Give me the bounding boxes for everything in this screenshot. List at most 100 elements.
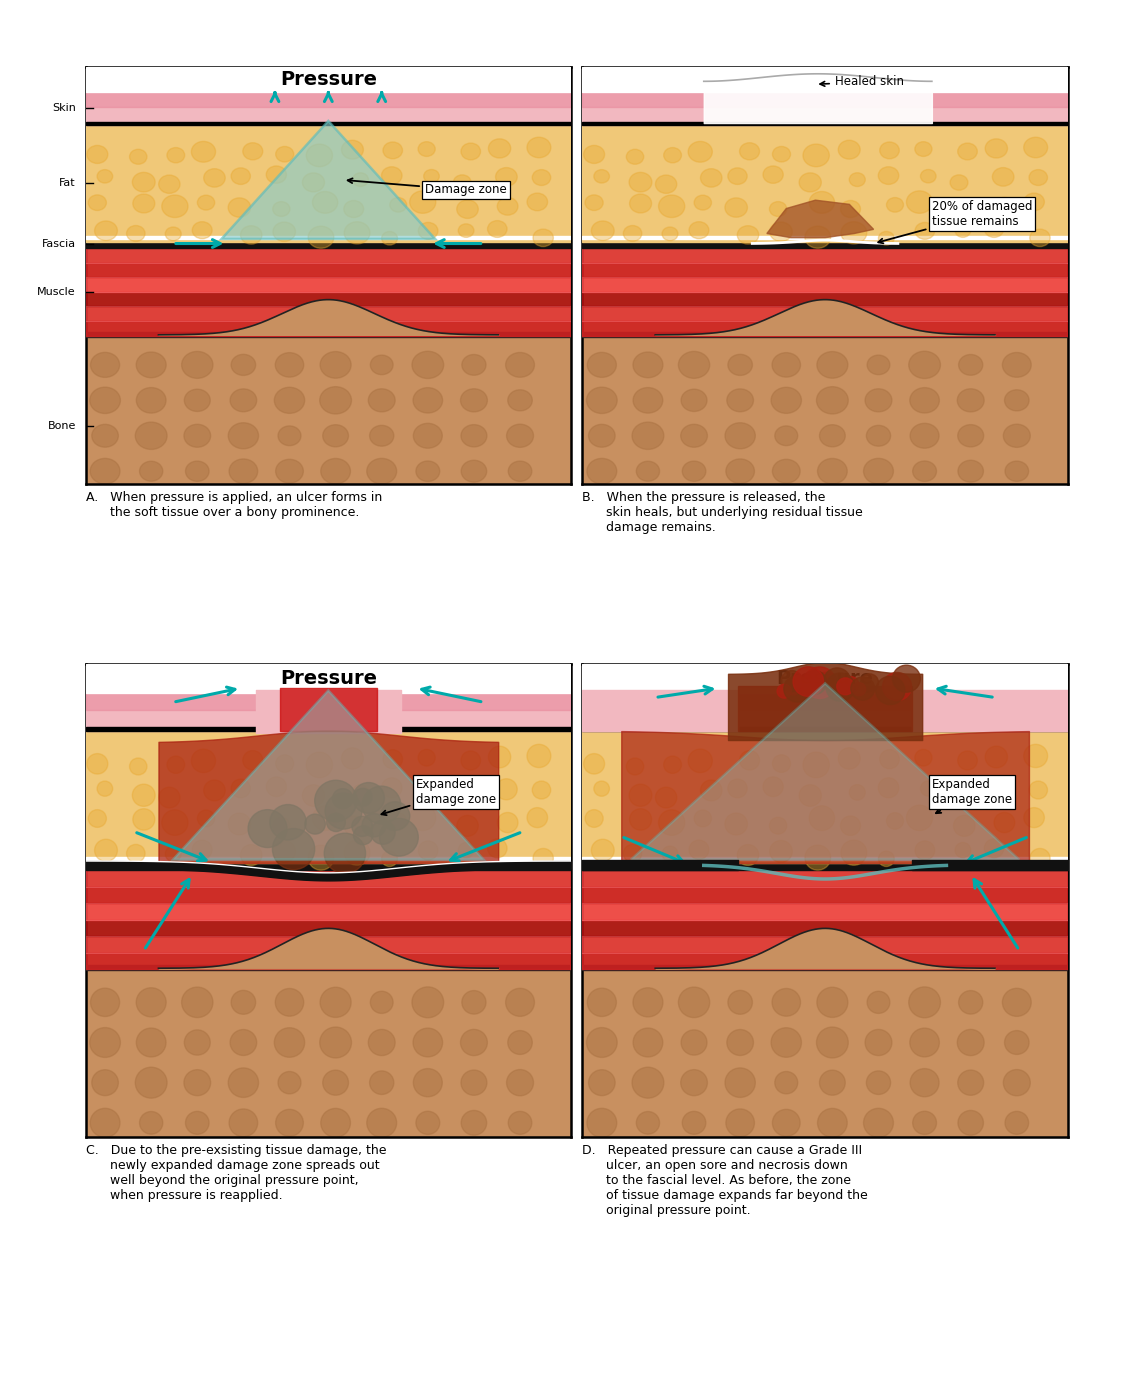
Text: 20% of damaged
tissue remains: 20% of damaged tissue remains — [878, 200, 1032, 243]
Bar — [86, 247, 571, 263]
Circle shape — [1005, 461, 1029, 481]
Circle shape — [241, 845, 262, 866]
Circle shape — [799, 785, 821, 806]
Circle shape — [371, 820, 395, 844]
Circle shape — [1023, 138, 1047, 157]
Circle shape — [694, 195, 711, 210]
Text: C.   Due to the pre-exsisting tissue damage, the
      newly expanded damage zon: C. Due to the pre-exsisting tissue damag… — [86, 1144, 386, 1202]
Circle shape — [354, 788, 372, 806]
Circle shape — [838, 140, 860, 158]
Circle shape — [231, 991, 256, 1015]
Circle shape — [344, 816, 363, 835]
Text: Muscle: Muscle — [38, 286, 75, 297]
Circle shape — [275, 146, 293, 163]
Circle shape — [1004, 1069, 1030, 1095]
Circle shape — [241, 225, 262, 245]
Circle shape — [912, 461, 936, 481]
Circle shape — [90, 1027, 120, 1058]
Circle shape — [203, 168, 225, 188]
Circle shape — [763, 165, 783, 183]
Bar — [86, 292, 571, 306]
Circle shape — [162, 195, 188, 218]
Circle shape — [879, 142, 899, 158]
Text: B.   When the pressure is released, the
      skin heals, but underlying residua: B. When the pressure is released, the sk… — [582, 491, 863, 534]
Circle shape — [656, 787, 677, 808]
Circle shape — [909, 352, 941, 378]
Circle shape — [694, 810, 711, 827]
Circle shape — [958, 1070, 983, 1095]
Bar — [86, 937, 571, 952]
Circle shape — [774, 425, 798, 446]
Circle shape — [793, 667, 823, 696]
Circle shape — [460, 389, 488, 411]
Circle shape — [528, 193, 547, 211]
Circle shape — [878, 778, 899, 798]
Circle shape — [957, 389, 984, 411]
Circle shape — [182, 352, 212, 378]
Circle shape — [136, 352, 166, 378]
Bar — [582, 306, 1068, 321]
Circle shape — [629, 784, 652, 806]
Circle shape — [506, 988, 534, 1016]
Circle shape — [810, 192, 835, 213]
Circle shape — [457, 816, 478, 837]
Circle shape — [198, 195, 215, 210]
Circle shape — [681, 389, 707, 411]
Circle shape — [413, 424, 442, 448]
Circle shape — [588, 1070, 616, 1095]
Circle shape — [95, 221, 118, 240]
Circle shape — [954, 816, 975, 837]
Circle shape — [957, 1030, 984, 1055]
Bar — [582, 239, 1068, 247]
Bar — [86, 92, 571, 107]
Circle shape — [878, 231, 894, 245]
Circle shape — [496, 778, 517, 799]
Bar — [86, 965, 571, 1137]
Circle shape — [1004, 424, 1030, 448]
Circle shape — [182, 987, 212, 1017]
Bar — [86, 67, 571, 92]
Circle shape — [1029, 170, 1047, 185]
Circle shape — [418, 749, 435, 766]
Circle shape — [681, 1030, 707, 1055]
Bar — [582, 920, 1068, 937]
Text: alamy: alamy — [29, 1333, 122, 1361]
Circle shape — [90, 353, 120, 377]
Circle shape — [785, 678, 803, 695]
Circle shape — [915, 222, 934, 239]
Circle shape — [368, 1030, 395, 1055]
Bar — [86, 870, 571, 887]
Bar — [86, 331, 571, 484]
Circle shape — [273, 817, 290, 834]
Circle shape — [587, 1027, 617, 1058]
Circle shape — [381, 851, 397, 866]
Circle shape — [867, 425, 891, 446]
Circle shape — [689, 142, 713, 163]
Circle shape — [90, 459, 120, 484]
Circle shape — [817, 987, 847, 1017]
Circle shape — [994, 197, 1015, 215]
Circle shape — [958, 460, 983, 482]
Circle shape — [139, 1112, 163, 1134]
Circle shape — [306, 145, 332, 167]
Circle shape — [740, 143, 759, 160]
Circle shape — [273, 841, 296, 862]
Bar — [86, 965, 571, 970]
Circle shape — [231, 168, 250, 185]
Circle shape — [506, 353, 534, 377]
Circle shape — [228, 1068, 258, 1098]
Circle shape — [910, 388, 940, 413]
Circle shape — [770, 817, 787, 834]
Circle shape — [587, 1108, 617, 1137]
Circle shape — [341, 748, 363, 769]
Circle shape — [370, 1070, 394, 1094]
Circle shape — [135, 1068, 167, 1098]
Text: Bone: Bone — [48, 421, 75, 431]
Circle shape — [344, 200, 363, 218]
Circle shape — [497, 197, 518, 215]
Circle shape — [230, 389, 257, 411]
Circle shape — [167, 756, 185, 773]
Circle shape — [727, 354, 753, 375]
Circle shape — [772, 988, 801, 1016]
Circle shape — [636, 461, 660, 481]
